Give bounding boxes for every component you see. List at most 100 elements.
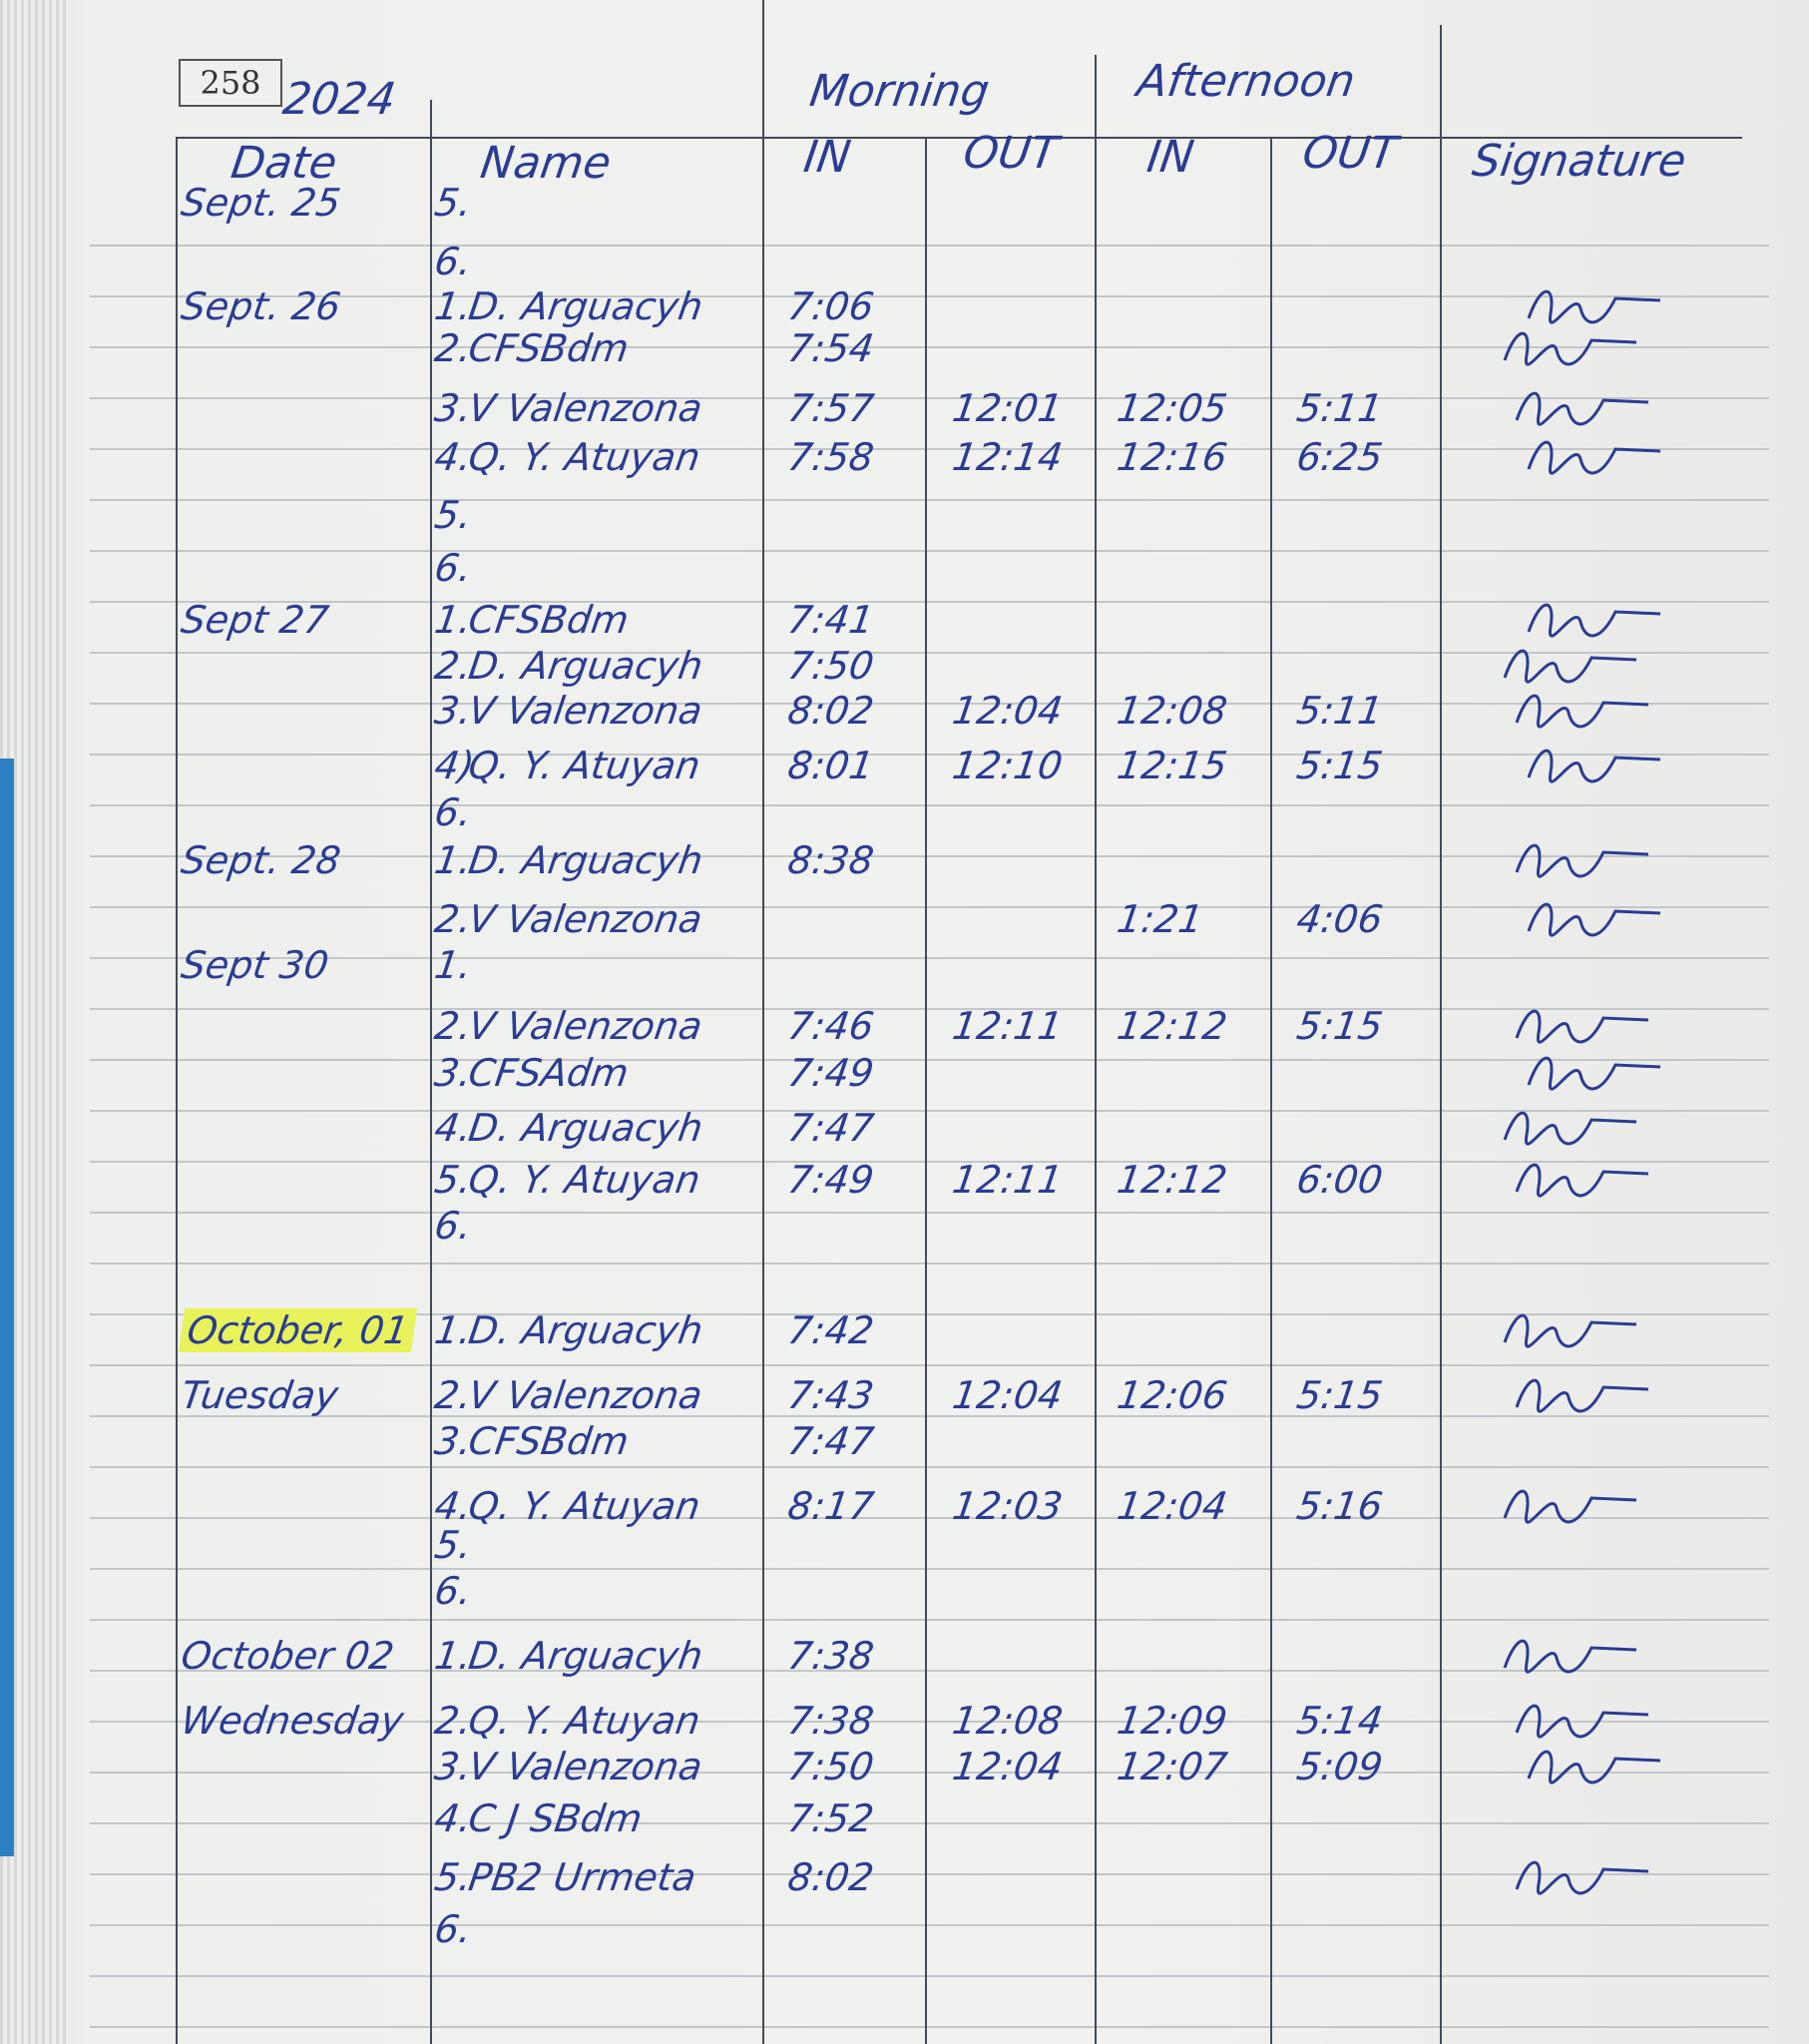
pm-out-time: 6:00: [1293, 1158, 1386, 1202]
pm-in-time: 12:06: [1114, 1373, 1230, 1417]
am-in-time: 7:38: [784, 1699, 877, 1743]
pm-out-time: 5:11: [1293, 689, 1386, 733]
name-cell: D. Arguacyh: [465, 644, 706, 688]
am-out-time: 12:04: [949, 1373, 1066, 1417]
name-cell: V Valenzona: [465, 689, 705, 733]
pm-in-time: 1:21: [1114, 897, 1206, 941]
name-cell: Q. Y. Atuyan: [465, 435, 703, 479]
am-in-time: 7:52: [784, 1796, 877, 1840]
name-cell: V Valenzona: [465, 1373, 705, 1417]
ruled-line: [90, 1822, 1769, 1824]
pm-out-time: 5:09: [1293, 1745, 1386, 1788]
pm-in-time: 12:04: [1114, 1484, 1230, 1528]
am-in-time: 7:50: [784, 1745, 877, 1788]
morning-header: Morning: [806, 66, 993, 117]
am-in-time: 8:02: [784, 689, 877, 733]
pm-out-time: 5:11: [1293, 386, 1386, 430]
signature-icon: [1503, 1639, 1637, 1674]
name-cell: V Valenzona: [465, 386, 705, 430]
pm-in-time: 12:09: [1114, 1699, 1230, 1743]
name-cell: CFSAdm: [465, 1051, 632, 1095]
am-out-time: 12:11: [949, 1004, 1066, 1048]
am-out-time: 12:08: [949, 1699, 1066, 1743]
name-cell: V Valenzona: [465, 897, 705, 941]
ruled-line: [90, 397, 1769, 399]
name-cell: CFSBdm: [465, 326, 632, 370]
ruled-line: [90, 1415, 1769, 1417]
ruled-line: [90, 1110, 1769, 1112]
ruled-line: [90, 1619, 1769, 1621]
am-in-time: 7:43: [784, 1373, 877, 1417]
ruled-line: [90, 906, 1769, 908]
am-out-header: OUT: [960, 128, 1062, 179]
ruled-line: [90, 448, 1769, 450]
ruled-line: [90, 652, 1769, 654]
ruled-line: [90, 957, 1769, 959]
ruled-line: [90, 1466, 1769, 1468]
ruled-line: [90, 754, 1769, 756]
signature-icon: [1503, 1489, 1637, 1524]
pm-in-time: 12:08: [1114, 689, 1230, 733]
page-number: 258: [179, 59, 282, 107]
am-in-time: 7:54: [784, 326, 877, 370]
pm-in-time: 12:15: [1114, 744, 1230, 787]
ruled-line: [90, 295, 1769, 297]
pm-out-time: 6:25: [1293, 435, 1386, 479]
signature-icon: [1527, 1750, 1661, 1785]
name-cell: CFSBdm: [465, 598, 632, 642]
am-in-time: 7:57: [784, 386, 877, 430]
name-cell: V Valenzona: [465, 1745, 705, 1788]
signature-icon: [1515, 391, 1649, 426]
column-divider: [430, 100, 432, 2044]
am-in-time: 7:42: [784, 1308, 877, 1352]
pm-out-time: 5:15: [1293, 1004, 1386, 1048]
row-number: 5.: [431, 181, 475, 225]
am-out-time: 12:10: [949, 744, 1066, 787]
am-in-time: 7:50: [784, 644, 877, 688]
am-in-time: 7:47: [784, 1419, 877, 1463]
ruled-line: [90, 550, 1769, 552]
row-number: 1.: [431, 943, 475, 987]
am-in-time: 7:49: [784, 1158, 877, 1202]
ruled-line: [90, 703, 1769, 705]
row-number: 5.: [431, 493, 475, 537]
signature-header: Signature: [1469, 136, 1689, 187]
row-number: 6.: [431, 240, 475, 283]
ruled-line: [90, 804, 1769, 806]
ruled-line: [90, 601, 1769, 603]
signature-icon: [1527, 289, 1661, 324]
signature-icon: [1527, 902, 1661, 937]
date-cell: October 02: [178, 1634, 397, 1678]
pm-in-time: 12:12: [1114, 1004, 1230, 1048]
signature-icon: [1503, 331, 1637, 366]
ruled-line: [90, 1313, 1769, 1315]
am-in-header: IN: [800, 132, 854, 183]
am-in-time: 8:02: [784, 1855, 877, 1899]
ruled-line: [90, 2026, 1769, 2028]
am-in-time: 8:17: [784, 1484, 877, 1528]
ruled-line: [90, 1161, 1769, 1163]
ruled-line: [90, 1568, 1769, 1570]
ruled-line: [90, 1670, 1769, 1672]
pm-in-time: 12:16: [1114, 435, 1230, 479]
signature-icon: [1503, 649, 1637, 684]
ruled-line: [90, 1517, 1769, 1519]
column-divider: [1440, 25, 1442, 2044]
name-cell: CFSBdm: [465, 1419, 632, 1463]
pm-out-header: OUT: [1299, 128, 1401, 179]
signature-icon: [1515, 1009, 1649, 1044]
name-cell: Q. Y. Atuyan: [465, 1484, 703, 1528]
name-cell: D. Arguacyh: [465, 1308, 706, 1352]
am-in-time: 7:46: [784, 1004, 877, 1048]
column-divider: [762, 0, 764, 2044]
signature-icon: [1515, 1163, 1649, 1198]
signature-icon: [1515, 1378, 1649, 1413]
name-cell: C J SBdm: [465, 1796, 646, 1840]
pm-out-time: 5:15: [1293, 744, 1386, 787]
ruled-line: [90, 1059, 1769, 1061]
am-in-time: 8:01: [784, 744, 877, 787]
column-divider: [1270, 137, 1272, 2044]
signature-icon: [1503, 1111, 1637, 1146]
pm-in-time: 12:12: [1114, 1158, 1230, 1202]
signature-icon: [1515, 843, 1649, 878]
